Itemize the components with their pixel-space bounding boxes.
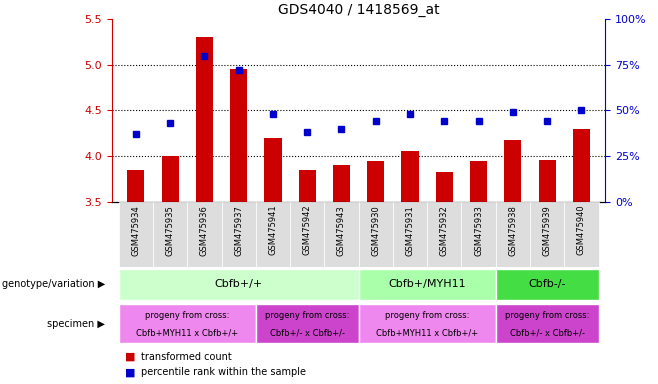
Bar xyxy=(196,38,213,202)
Text: GSM475936: GSM475936 xyxy=(200,205,209,256)
Text: GSM475941: GSM475941 xyxy=(268,205,278,255)
Text: GSM475943: GSM475943 xyxy=(337,205,346,256)
Bar xyxy=(153,202,188,267)
Text: progeny from cross:: progeny from cross: xyxy=(265,311,349,320)
Text: GSM475935: GSM475935 xyxy=(166,205,174,256)
Bar xyxy=(118,304,256,343)
Text: Cbfb+/+: Cbfb+/+ xyxy=(215,279,263,289)
Text: specimen ▶: specimen ▶ xyxy=(47,318,105,329)
Bar xyxy=(470,161,487,202)
Bar xyxy=(324,202,359,267)
Bar xyxy=(256,202,290,267)
Text: transformed count: transformed count xyxy=(141,352,232,362)
Bar xyxy=(290,202,324,267)
Text: ■: ■ xyxy=(125,352,139,362)
Text: GSM475938: GSM475938 xyxy=(509,205,517,256)
Bar xyxy=(495,269,599,300)
Bar xyxy=(230,70,247,202)
Text: ■: ■ xyxy=(125,367,139,377)
Bar xyxy=(299,170,316,202)
Bar xyxy=(393,202,427,267)
Text: GSM475937: GSM475937 xyxy=(234,205,243,256)
Bar xyxy=(495,304,599,343)
Text: Cbfb+/- x Cbfb+/-: Cbfb+/- x Cbfb+/- xyxy=(509,329,584,338)
Text: progeny from cross:: progeny from cross: xyxy=(505,311,590,320)
Bar xyxy=(359,304,495,343)
Title: GDS4040 / 1418569_at: GDS4040 / 1418569_at xyxy=(278,3,440,17)
Text: progeny from cross:: progeny from cross: xyxy=(145,311,230,320)
Bar xyxy=(461,202,495,267)
Text: Cbfb+MYH11 x Cbfb+/+: Cbfb+MYH11 x Cbfb+/+ xyxy=(376,329,478,338)
Text: Cbfb+/MYH11: Cbfb+/MYH11 xyxy=(388,279,466,289)
Bar xyxy=(127,170,144,202)
Bar xyxy=(573,129,590,202)
Text: GSM475930: GSM475930 xyxy=(371,205,380,256)
Bar xyxy=(265,138,282,202)
Bar xyxy=(401,151,418,202)
Text: genotype/variation ▶: genotype/variation ▶ xyxy=(2,279,105,289)
Text: progeny from cross:: progeny from cross: xyxy=(385,311,469,320)
Text: Cbfb+MYH11 x Cbfb+/+: Cbfb+MYH11 x Cbfb+/+ xyxy=(136,329,238,338)
Bar xyxy=(359,269,495,300)
Bar xyxy=(118,202,153,267)
Bar xyxy=(427,202,461,267)
Text: percentile rank within the sample: percentile rank within the sample xyxy=(141,367,307,377)
Text: GSM475942: GSM475942 xyxy=(303,205,312,255)
Text: Cbfb-/-: Cbfb-/- xyxy=(528,279,566,289)
Bar xyxy=(256,304,359,343)
Text: GSM475940: GSM475940 xyxy=(577,205,586,255)
Bar xyxy=(436,172,453,202)
Bar xyxy=(538,160,555,202)
Bar xyxy=(530,202,565,267)
Text: GSM475934: GSM475934 xyxy=(132,205,140,256)
Text: GSM475939: GSM475939 xyxy=(543,205,551,256)
Bar xyxy=(367,161,384,202)
Bar xyxy=(162,156,179,202)
Text: GSM475932: GSM475932 xyxy=(440,205,449,256)
Bar xyxy=(504,140,521,202)
Text: GSM475931: GSM475931 xyxy=(405,205,415,256)
Bar xyxy=(359,202,393,267)
Text: Cbfb+/- x Cbfb+/-: Cbfb+/- x Cbfb+/- xyxy=(270,329,345,338)
Bar xyxy=(118,269,359,300)
Bar xyxy=(565,202,599,267)
Bar xyxy=(188,202,222,267)
Bar xyxy=(222,202,256,267)
Bar xyxy=(333,165,350,202)
Bar xyxy=(495,202,530,267)
Text: GSM475933: GSM475933 xyxy=(474,205,483,256)
